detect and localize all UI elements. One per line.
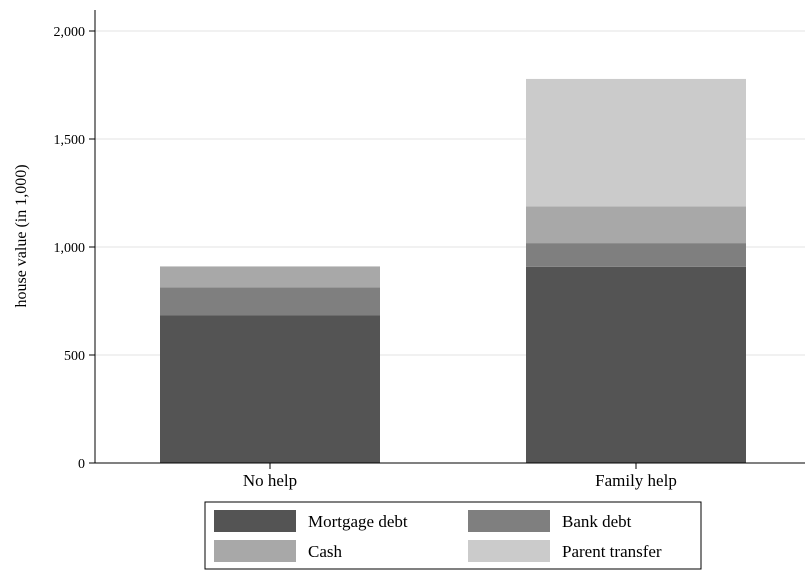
bar-segment-bank-debt <box>526 243 746 267</box>
bar-segment-cash <box>160 266 380 288</box>
y-ticks: 0 500 1,000 1,500 2,000 <box>54 25 95 472</box>
legend-label: Parent transfer <box>562 542 662 561</box>
y-axis-title: house value (in 1,000) <box>13 164 30 307</box>
legend-swatch <box>214 510 296 532</box>
legend-label: Mortgage debt <box>308 512 408 531</box>
y-tick-label: 500 <box>64 349 85 364</box>
y-tick-label: 1,000 <box>54 241 86 256</box>
y-tick-label: 1,500 <box>54 133 86 148</box>
y-tick-label: 2,000 <box>54 25 86 40</box>
bar-segment-mortgage-debt <box>160 315 380 463</box>
bar-segment-mortgage-debt <box>526 266 746 463</box>
bar-segment-bank-debt <box>160 287 380 316</box>
y-tick-label: 0 <box>78 457 85 472</box>
x-tick-label: Family help <box>595 471 677 490</box>
legend-swatch <box>468 540 550 562</box>
legend-label: Cash <box>308 542 343 561</box>
bar-segment-cash <box>526 206 746 244</box>
legend-swatch <box>468 510 550 532</box>
legend: Mortgage debt Bank debt Cash Parent transfe… <box>204 501 702 570</box>
legend-swatch <box>214 540 296 562</box>
legend-label: Bank debt <box>562 512 632 531</box>
x-tick-label: No help <box>243 471 297 490</box>
bar-segment-parent-transfer <box>526 78 746 207</box>
bars <box>160 78 746 463</box>
x-ticks: No help Family help <box>243 463 677 490</box>
